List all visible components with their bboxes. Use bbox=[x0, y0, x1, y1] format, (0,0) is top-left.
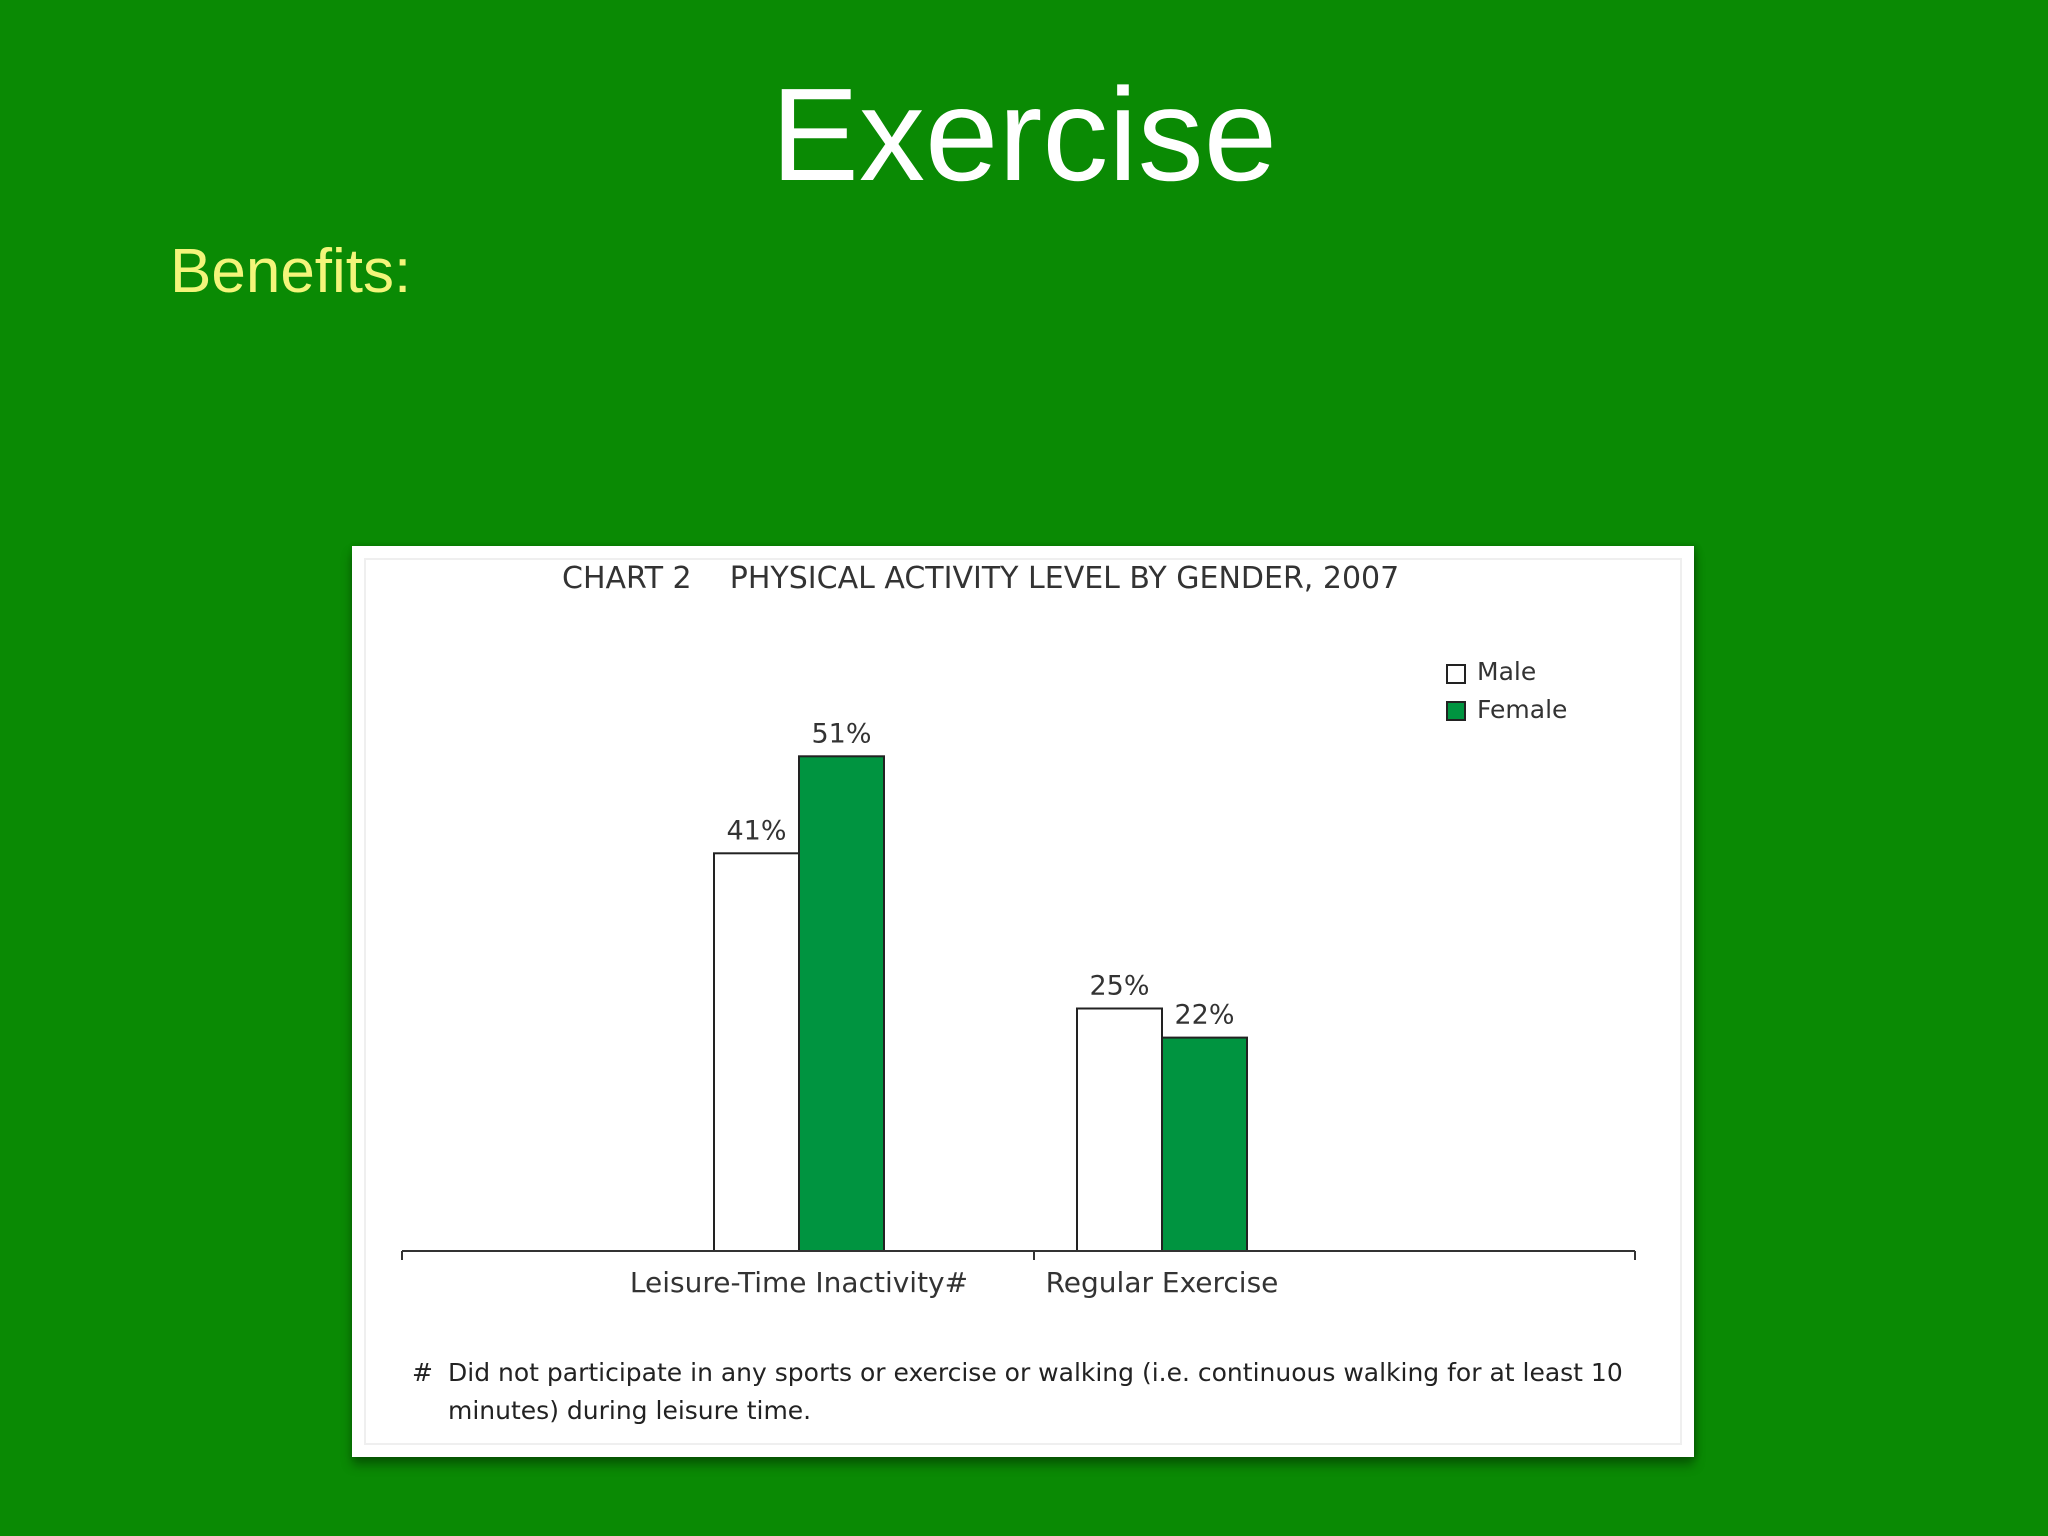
bar-male-1 bbox=[1076, 1007, 1163, 1252]
legend-swatch-female bbox=[1446, 701, 1466, 721]
category-label-1: Regular Exercise bbox=[1046, 1266, 1279, 1299]
legend-label-female: Female bbox=[1477, 695, 1567, 724]
bar-female-1 bbox=[1161, 1036, 1248, 1252]
footnote-symbol: # bbox=[412, 1358, 433, 1387]
data-label-male-0: 41% bbox=[726, 815, 786, 846]
legend-label-male: Male bbox=[1477, 657, 1536, 686]
chart-footnote: # Did not participate in any sports or e… bbox=[412, 1354, 1632, 1430]
data-label-female-1: 22% bbox=[1174, 1000, 1234, 1031]
chart-legend: Male Female bbox=[1446, 657, 1567, 724]
bar-female-0 bbox=[798, 755, 885, 1253]
footnote-text: Did not participate in any sports or exe… bbox=[448, 1358, 1623, 1425]
legend-swatch-male bbox=[1446, 664, 1466, 684]
bar-male-0 bbox=[713, 852, 800, 1252]
data-label-female-0: 51% bbox=[811, 718, 871, 749]
chart-card: CHART 2 PHYSICAL ACTIVITY LEVEL BY GENDE… bbox=[352, 546, 1694, 1457]
slide-subtitle: Benefits: bbox=[170, 237, 412, 306]
chart-title: CHART 2 PHYSICAL ACTIVITY LEVEL BY GENDE… bbox=[562, 561, 1399, 596]
bar-chart: CHART 2 PHYSICAL ACTIVITY LEVEL BY GENDE… bbox=[401, 561, 1636, 1299]
data-label-male-1: 25% bbox=[1089, 971, 1149, 1002]
category-label-0: Leisure-Time Inactivity# bbox=[630, 1266, 968, 1299]
slide-title: Exercise bbox=[770, 61, 1278, 208]
